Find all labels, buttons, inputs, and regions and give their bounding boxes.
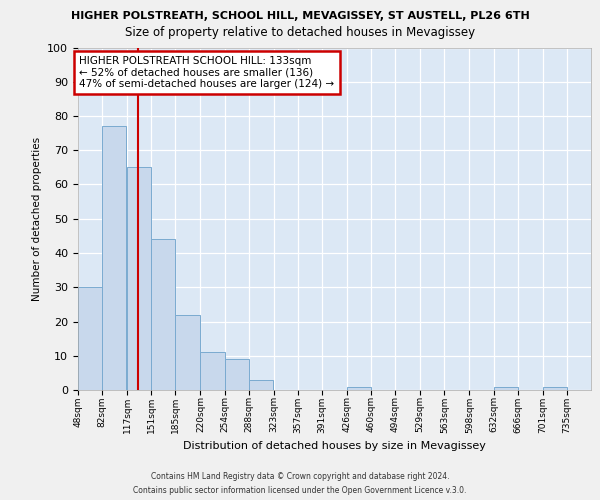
Bar bbox=[249, 380, 273, 390]
Text: Contains public sector information licensed under the Open Government Licence v.: Contains public sector information licen… bbox=[133, 486, 467, 495]
X-axis label: Distribution of detached houses by size in Mevagissey: Distribution of detached houses by size … bbox=[183, 441, 486, 451]
Y-axis label: Number of detached properties: Number of detached properties bbox=[32, 136, 42, 301]
Text: Size of property relative to detached houses in Mevagissey: Size of property relative to detached ho… bbox=[125, 26, 475, 39]
Bar bbox=[542, 386, 567, 390]
Bar bbox=[494, 386, 518, 390]
Bar bbox=[127, 168, 151, 390]
Text: HIGHER POLSTREATH, SCHOOL HILL, MEVAGISSEY, ST AUSTELL, PL26 6TH: HIGHER POLSTREATH, SCHOOL HILL, MEVAGISS… bbox=[71, 11, 529, 21]
Bar bbox=[175, 314, 200, 390]
Bar bbox=[224, 359, 249, 390]
Bar bbox=[151, 240, 175, 390]
Bar bbox=[347, 386, 371, 390]
Text: Contains HM Land Registry data © Crown copyright and database right 2024.: Contains HM Land Registry data © Crown c… bbox=[151, 472, 449, 481]
Text: HIGHER POLSTREATH SCHOOL HILL: 133sqm
← 52% of detached houses are smaller (136): HIGHER POLSTREATH SCHOOL HILL: 133sqm ← … bbox=[79, 56, 335, 90]
Bar bbox=[78, 287, 102, 390]
Bar bbox=[102, 126, 127, 390]
Bar bbox=[200, 352, 224, 390]
